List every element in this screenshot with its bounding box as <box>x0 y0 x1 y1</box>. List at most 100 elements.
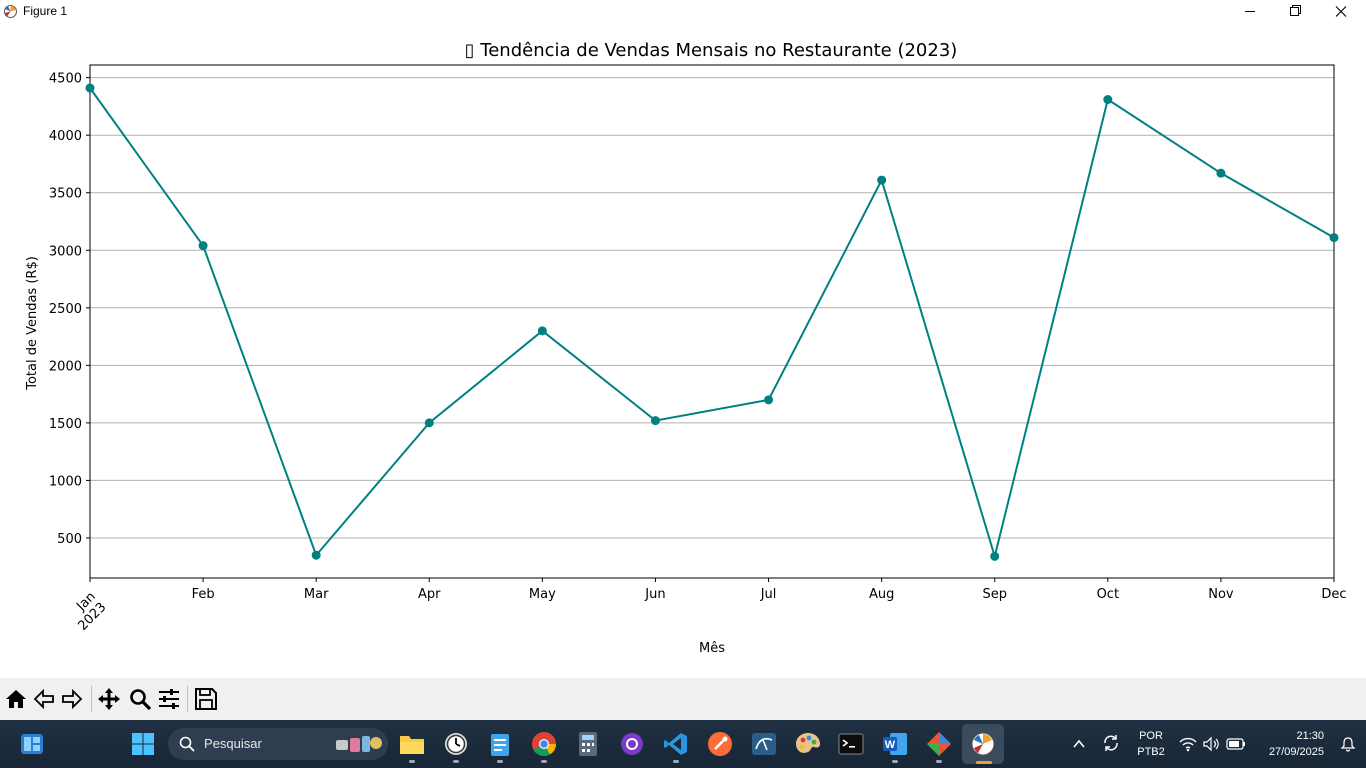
file-explorer-icon[interactable] <box>397 729 427 759</box>
github-desktop-icon[interactable] <box>617 729 647 759</box>
running-indicator <box>409 760 415 763</box>
navigation-toolbar <box>0 678 1366 720</box>
search-highlight-icon <box>336 736 382 752</box>
figure-canvas[interactable] <box>0 23 1366 678</box>
word-icon[interactable]: W <box>880 729 910 759</box>
running-indicator <box>497 760 503 763</box>
battery-icon[interactable] <box>1226 737 1246 751</box>
save-icon[interactable] <box>193 686 219 712</box>
running-indicator <box>936 760 942 763</box>
data-point-nov <box>1216 168 1226 178</box>
y-tick-label: 4000 <box>49 129 82 144</box>
x-axis-label: Mês <box>699 641 725 656</box>
git-client-icon[interactable] <box>924 729 954 759</box>
x-tick-label: Mar <box>304 587 329 602</box>
close-button[interactable] <box>1318 0 1364 23</box>
running-indicator <box>892 760 898 763</box>
x-tick-label: Aug <box>869 587 894 602</box>
y-tick-label: 3500 <box>49 187 82 202</box>
data-point-feb <box>198 241 208 251</box>
language-indicator[interactable]: POR <box>1139 730 1163 742</box>
y-tick-label: 1500 <box>49 417 82 432</box>
sales-points <box>85 83 1339 561</box>
volume-icon[interactable] <box>1203 736 1219 752</box>
start-icon[interactable] <box>128 729 158 759</box>
clock-time[interactable]: 21:30 <box>1296 730 1324 742</box>
keyboard-layout-indicator[interactable]: PTB2 <box>1137 746 1165 758</box>
matplotlib-app-icon <box>4 5 17 18</box>
window-title: Figure 1 <box>23 4 68 18</box>
y-tick-label: 1000 <box>49 474 82 489</box>
windows-taskbar: Pesquisar W <box>0 720 1366 768</box>
data-point-sep <box>990 551 1000 561</box>
x-tick-label: Dec <box>1321 587 1346 602</box>
running-indicator <box>541 760 547 763</box>
wifi-icon[interactable] <box>1179 736 1197 752</box>
active-app-indicator <box>976 761 992 764</box>
data-point-mar <box>311 550 321 560</box>
x-tick-label: Apr <box>418 587 441 602</box>
postman-icon[interactable] <box>705 729 735 759</box>
y-tick-label: 3000 <box>49 244 82 259</box>
toolbar-separator <box>187 686 188 712</box>
taskbar-search-box[interactable]: Pesquisar <box>168 728 388 760</box>
x-tick-label: Jun <box>644 587 665 602</box>
x-tick-label: Oct <box>1097 587 1119 602</box>
configure-subplots-icon[interactable] <box>156 686 182 712</box>
x-tick-label: May <box>529 587 556 602</box>
data-point-jan <box>85 83 95 93</box>
x-tick-label: Feb <box>192 587 215 602</box>
home-icon[interactable] <box>3 686 29 712</box>
grid-lines <box>90 77 1334 539</box>
sync-icon[interactable] <box>1101 733 1121 753</box>
back-icon[interactable] <box>31 686 57 712</box>
data-point-aug <box>877 175 887 185</box>
x-tick-label: Jul <box>760 587 777 602</box>
widgets-icon[interactable] <box>17 729 47 759</box>
search-icon <box>179 736 195 752</box>
notification-bell-icon[interactable] <box>1340 736 1356 752</box>
paint-icon[interactable] <box>793 729 823 759</box>
data-point-jun <box>650 416 660 426</box>
y-axis-ticks: 500 1000 1500 2000 2500 3000 3500 4000 4500 <box>49 72 90 547</box>
chrome-icon[interactable] <box>529 729 559 759</box>
running-indicator <box>673 760 679 763</box>
clock-app-icon[interactable] <box>441 729 471 759</box>
search-placeholder: Pesquisar <box>204 736 262 751</box>
pan-icon[interactable] <box>96 686 122 712</box>
sales-line <box>89 87 1335 561</box>
vscode-icon[interactable] <box>661 729 691 759</box>
zoom-icon[interactable] <box>127 686 153 712</box>
notepad-icon[interactable] <box>485 729 515 759</box>
maximize-button[interactable] <box>1272 0 1318 23</box>
running-indicator <box>453 760 459 763</box>
clock-date[interactable]: 27/09/2025 <box>1268 746 1324 758</box>
window-titlebar: Figure 1 <box>0 0 1366 23</box>
data-point-may <box>537 326 547 336</box>
mysql-workbench-icon[interactable] <box>749 729 779 759</box>
toolbar-separator <box>91 686 92 712</box>
line-chart: 500 1000 1500 2000 2500 3000 3500 4000 4500 Jan2… <box>25 40 1347 656</box>
chart-title: ▯ Tendência de Vendas Mensais no Restaur… <box>465 40 958 61</box>
chevron-up-icon[interactable] <box>1072 737 1086 751</box>
plot-area-frame <box>89 64 1335 579</box>
y-tick-label: 500 <box>57 532 82 547</box>
data-point-jul <box>764 395 774 405</box>
data-point-dec <box>1329 233 1339 243</box>
forward-icon[interactable] <box>59 686 85 712</box>
y-tick-label: 2500 <box>49 302 82 317</box>
minimize-button[interactable] <box>1227 0 1273 23</box>
terminal-icon[interactable] <box>836 729 866 759</box>
y-tick-label: 4500 <box>49 72 82 87</box>
data-point-oct <box>1103 95 1113 105</box>
data-point-apr <box>424 418 434 428</box>
python-figure-icon[interactable] <box>968 729 998 759</box>
y-tick-label: 2000 <box>49 359 82 374</box>
x-tick-label: Nov <box>1208 587 1234 602</box>
svg-text:W: W <box>885 739 896 751</box>
calculator-icon[interactable] <box>573 729 603 759</box>
x-tick-label: Sep <box>982 587 1007 602</box>
y-axis-label: Total de Vendas (R$) <box>25 256 40 391</box>
